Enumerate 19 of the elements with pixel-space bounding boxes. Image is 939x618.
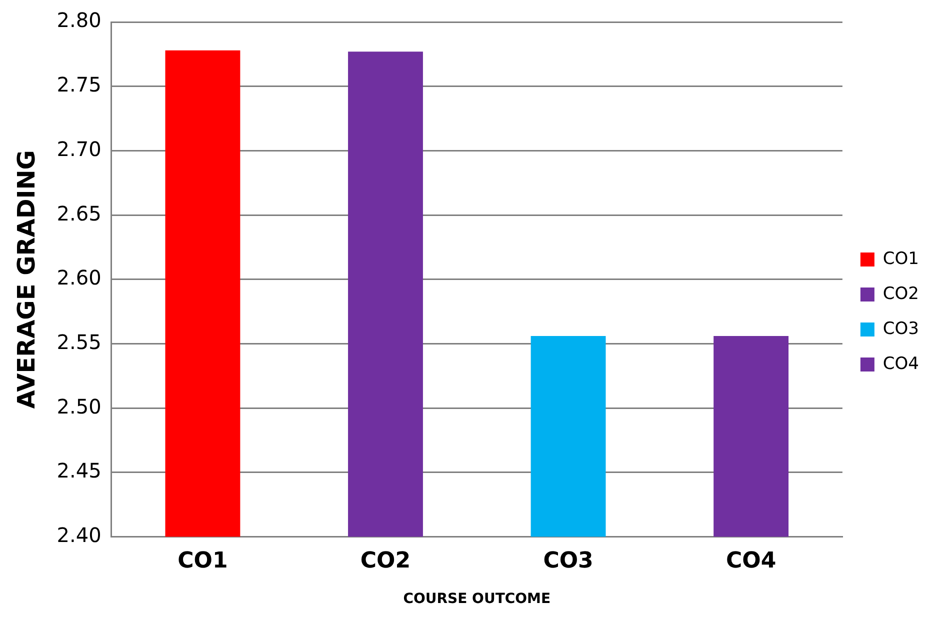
x-tick-label: CO4	[726, 548, 776, 574]
x-axis-title: COURSE OUTCOME	[403, 591, 551, 608]
y-axis-title: AVERAGE GRADING	[12, 150, 41, 409]
x-tick-label: CO3	[543, 548, 594, 574]
x-tick-label: CO2	[360, 548, 411, 574]
y-tick-label: 2.55	[56, 330, 102, 354]
y-tick-label: 2.60	[56, 266, 102, 290]
y-tick-label: 2.40	[56, 523, 102, 548]
legend-label: CO1	[882, 248, 920, 269]
y-tick-label: 2.75	[56, 72, 102, 97]
y-tick-label: 2.80	[56, 8, 102, 32]
legend-label: CO2	[882, 284, 920, 304]
y-tick-label: 2.65	[56, 201, 102, 226]
y-tick-label: 2.50	[56, 394, 102, 418]
y-tick-label: 2.45	[56, 458, 102, 483]
x-tick-label: CO1	[178, 548, 228, 574]
legend-label: CO3	[882, 318, 920, 339]
y-tick-label: 2.70	[56, 136, 102, 161]
legend-label: CO4	[882, 354, 920, 374]
